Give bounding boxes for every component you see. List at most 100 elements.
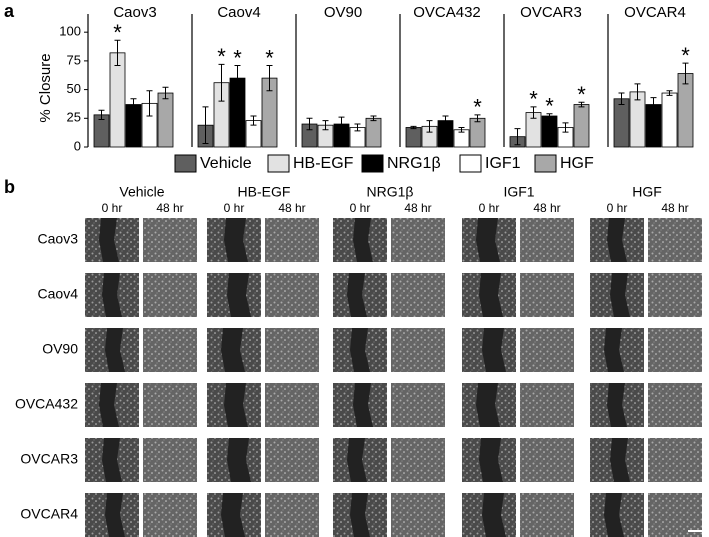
time-header: 48 hr: [661, 201, 688, 215]
wound-gap: [479, 273, 503, 317]
column-header: Vehicle: [119, 184, 164, 200]
time-header: 48 hr: [404, 201, 431, 215]
row-label: OVCAR3: [20, 451, 78, 467]
micrograph: [520, 218, 574, 262]
bar: [365, 117, 382, 148]
micrograph: [520, 438, 574, 482]
bar: [109, 52, 126, 148]
wound-gap: [99, 218, 119, 262]
error-bar: [650, 97, 657, 112]
legend-label: HB-EGF: [293, 155, 354, 172]
error-bar: [162, 86, 169, 100]
bar: [469, 117, 486, 148]
micrograph: [648, 273, 702, 317]
micrograph: [265, 273, 319, 317]
error-bar: [442, 115, 449, 126]
error-bar: [682, 62, 689, 85]
bar: [661, 92, 678, 148]
legend-swatch: [534, 154, 557, 173]
micrograph: [648, 438, 702, 482]
wound-gap: [476, 218, 500, 262]
error-bar: [666, 90, 673, 96]
wound-gap: [604, 328, 624, 372]
y-tick-label: 100: [59, 24, 81, 39]
error-bar: [410, 125, 417, 130]
bar: [541, 115, 558, 148]
legend-label: IGF1: [485, 155, 521, 172]
row-label: Caov4: [38, 286, 79, 302]
micrograph: [265, 328, 319, 372]
chart-title: OV90: [324, 4, 362, 21]
time-header: 48 hr: [156, 201, 183, 215]
bar: [613, 98, 630, 148]
panel-label: b: [4, 177, 15, 197]
legend-swatch: [174, 154, 197, 173]
micrograph: [520, 493, 574, 537]
significance-mark: *: [217, 44, 226, 69]
significance-mark: *: [233, 45, 242, 70]
error-bar: [146, 90, 153, 117]
micrograph: [265, 493, 319, 537]
error-bar: [98, 109, 105, 120]
micrograph: [520, 328, 574, 372]
micrograph: [391, 273, 445, 317]
micrograph: [648, 218, 702, 262]
error-bar: [530, 106, 537, 119]
row-label: Caov3: [38, 231, 79, 247]
wound-gap: [347, 438, 367, 482]
error-bar: [514, 128, 521, 146]
error-bar: [354, 123, 361, 132]
wound-gap: [476, 383, 500, 427]
micrograph: [143, 383, 197, 427]
micrograph: [391, 328, 445, 372]
wound-gap: [607, 218, 627, 262]
row-label: OV90: [42, 341, 78, 357]
y-tick-label: 0: [74, 138, 81, 153]
error-bar: [546, 113, 553, 119]
time-header: 0 hr: [224, 201, 245, 215]
significance-mark: *: [113, 20, 122, 45]
micrograph: [648, 328, 702, 372]
legend-swatch: [459, 154, 482, 173]
wound-gap: [610, 438, 630, 482]
wound-gap: [479, 438, 503, 482]
y-tick-label: 50: [67, 81, 81, 96]
column-header: HB-EGF: [238, 184, 291, 200]
time-header: 0 hr: [102, 201, 123, 215]
chart-title: Caov4: [217, 4, 260, 21]
error-bar: [250, 115, 257, 126]
micrograph: [143, 273, 197, 317]
significance-mark: *: [473, 95, 482, 120]
time-header: 0 hr: [350, 201, 371, 215]
legend-label: HGF: [560, 155, 594, 172]
wound-gap: [102, 273, 122, 317]
bar: [157, 92, 174, 148]
error-bar: [130, 98, 137, 111]
significance-mark: *: [577, 82, 586, 107]
micrograph: [143, 493, 197, 537]
error-bar: [218, 63, 225, 102]
wound-gap: [604, 493, 624, 537]
wound-gap: [353, 383, 373, 427]
micrograph: [265, 438, 319, 482]
wound-gap: [607, 383, 627, 427]
bar: [125, 104, 142, 148]
error-bar: [562, 122, 569, 133]
wound-gap: [221, 328, 245, 372]
error-bar: [266, 64, 273, 92]
legend-swatch: [361, 154, 384, 173]
chart-title: OVCAR4: [624, 4, 686, 21]
micrograph: [265, 218, 319, 262]
wound-gap: [105, 493, 125, 537]
micrograph: [520, 273, 574, 317]
y-tick-label: 75: [67, 52, 81, 67]
time-header: 48 hr: [278, 201, 305, 215]
wound-gap: [227, 438, 251, 482]
significance-mark: *: [265, 45, 274, 70]
wound-gap: [350, 328, 370, 372]
micrograph: [391, 383, 445, 427]
wound-gap: [353, 218, 373, 262]
significance-mark: *: [681, 43, 690, 68]
panel-label: a: [4, 1, 15, 21]
